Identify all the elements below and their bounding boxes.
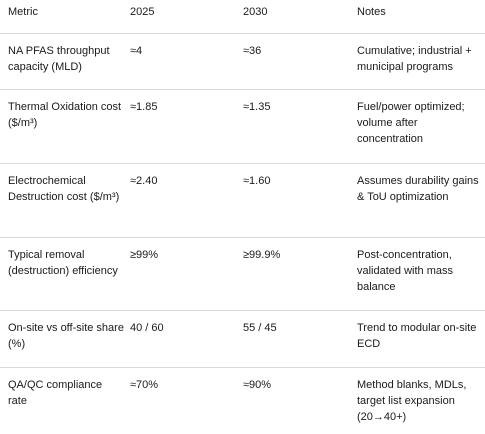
table-cell: ≈90% bbox=[243, 379, 272, 391]
table-cell: QA/QC compliance rate bbox=[8, 379, 103, 407]
header-cell: 2030 bbox=[243, 6, 268, 18]
table-cell: Trend to modular on-site ECD bbox=[357, 322, 477, 350]
row-divider bbox=[0, 163, 485, 164]
table-cell: Electrochemical Destruction cost ($/m³) bbox=[8, 175, 120, 203]
header-cell: Metric bbox=[8, 6, 38, 18]
table-cell: Assumes durability gains & ToU optimizat… bbox=[357, 175, 479, 203]
table-cell: NA PFAS throughput capacity (MLD) bbox=[8, 45, 110, 73]
table-cell: ≈1.35 bbox=[243, 101, 271, 113]
table-cell: ≈1.60 bbox=[243, 175, 271, 187]
header-cell: 2025 bbox=[130, 6, 155, 18]
table-cell: ≈4 bbox=[130, 45, 143, 57]
row-divider bbox=[0, 89, 485, 90]
table-cell: 55 / 45 bbox=[243, 322, 277, 334]
table-cell: On-site vs off-site share (%) bbox=[8, 322, 124, 350]
row-divider bbox=[0, 367, 485, 368]
table-cell: ≥99% bbox=[130, 249, 159, 261]
row-divider bbox=[0, 33, 485, 34]
row-divider bbox=[0, 310, 485, 311]
table-cell: Thermal Oxidation cost ($/m³) bbox=[8, 101, 122, 129]
table-cell: Typical removal (destruction) efficiency bbox=[8, 249, 118, 277]
table-cell: ≥99.9% bbox=[243, 249, 281, 261]
table-cell: Method blanks, MDLs, target list expansi… bbox=[357, 379, 467, 423]
header-cell: Notes bbox=[357, 6, 386, 18]
table-cell: Fuel/power optimized; volume after conce… bbox=[357, 101, 465, 145]
table-cell: ≈70% bbox=[130, 379, 159, 391]
row-divider bbox=[0, 237, 485, 238]
table-cell: ≈1.85 bbox=[130, 101, 158, 113]
table-cell: Cumulative; industrial + municipal progr… bbox=[357, 45, 472, 73]
table-cell: Post-concentration, validated with mass … bbox=[357, 249, 453, 293]
table-cell: ≈36 bbox=[243, 45, 262, 57]
table-cell: 40 / 60 bbox=[130, 322, 164, 334]
table-cell: ≈2.40 bbox=[130, 175, 158, 187]
